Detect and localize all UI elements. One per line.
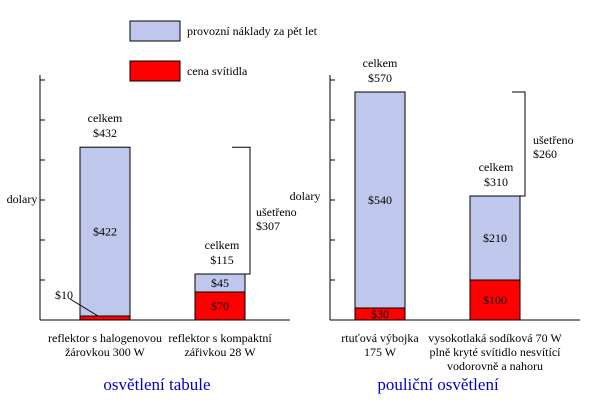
bar-segment-fixture [469,279,521,321]
savings-bracket-line [512,91,526,197]
total-caption: celkem [88,111,123,125]
savings-label: ušetřeno [533,133,574,147]
category-label: rtuťová výbojka [341,331,419,345]
stacked-bar-2: $100 $210 celkem$310 vysokotlaká sodíková 7… [428,160,562,373]
stacked-bar-2: $70 $45 celkem$115 reflektor s kompaktnízář… [168,238,272,359]
total-caption: celkem [363,56,398,70]
total-caption: celkem [205,238,240,252]
chart-title: osvětlení tabule [103,375,210,394]
bar-value-label: $30 [371,307,389,321]
bar-segment-fixture [79,315,131,321]
category-label: žárovkou 300 W [65,345,145,359]
bar-value-label: $422 [93,225,117,239]
y-axis-label: dolary [7,192,38,206]
legend-item-operating: provozní náklady za pět let [129,20,318,42]
bar-segment-fixture [194,291,246,321]
total-value: $570 [368,71,392,85]
chart-title: pouliční osvětlení [377,375,499,394]
bar-segment-operating [194,273,246,293]
total-value: $432 [93,126,117,140]
bar-value-label-callout: $10 [55,288,73,302]
savings-bracket-line [232,146,251,275]
savings-label: $260 [533,147,557,161]
bar-segment-operating [354,91,406,309]
legend-item-fixture: cena svítidla [129,60,248,82]
legend-label-operating: provozní náklady za pět let [187,24,318,38]
category-label: vodorovně a nahoru [447,359,543,373]
savings-bracket: ušetřeno$307 [232,146,297,275]
savings-label: ušetřeno [256,205,297,219]
callout-leader [69,298,99,317]
total-caption: celkem [479,160,514,174]
bar-value-label: $210 [483,231,507,245]
category-label: reflektor s halogenovou [48,331,162,345]
category-label: vysokotlaká sodíková 70 W [428,331,562,345]
legend-swatch-operating [129,20,181,42]
total-value: $310 [484,175,508,189]
y-axis-label: dolary [290,189,321,203]
bar-value-label: $45 [211,276,229,290]
legend-swatch-fixture [129,60,181,82]
bar-value-label: $70 [211,299,229,313]
category-label: reflektor s kompaktní [168,331,272,345]
stacked-bar-1: $422 celkem$432 reflektor s halogenovoužár… [48,111,162,359]
category-label: plně kryté svítidlo nesvítící [430,345,562,359]
bar-value-label: $100 [483,293,507,307]
bar-value-label: $540 [368,193,392,207]
savings-bracket: ušetřeno$260 [512,91,574,197]
legend-label-fixture: cena svítidla [187,64,248,78]
category-label: zářivkou 28 W [184,345,256,359]
bar-segment-operating [79,146,131,317]
bar-segment-operating [469,195,521,281]
category-label: 175 W [364,345,397,359]
savings-label: $307 [256,219,280,233]
total-value: $115 [210,253,234,267]
